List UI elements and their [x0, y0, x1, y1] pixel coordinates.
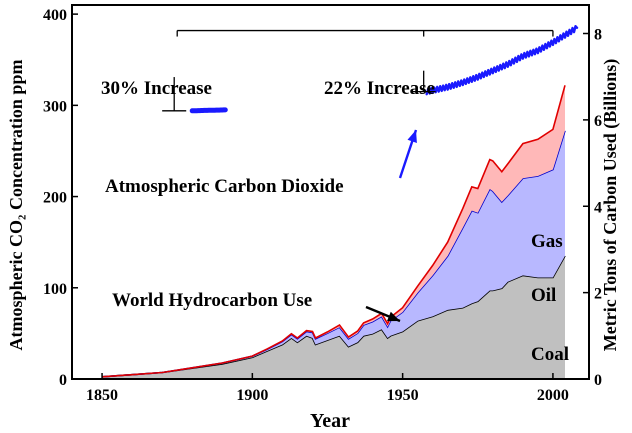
y-left-tick-label-0: 0 [59, 372, 67, 389]
hydrocarbon-arrow-head [387, 311, 400, 322]
x-axis-label: Year [310, 410, 350, 432]
y-right-tick-label-0: 0 [594, 372, 602, 389]
y-axis-right-label: Metric Tons of Carbon Used (Billions) [600, 59, 621, 352]
y-right-tick-label-6: 6 [594, 113, 602, 130]
co2-arrow-head [407, 130, 417, 143]
co2-series-label: Atmospheric Carbon Dioxide [105, 176, 344, 197]
y-right-tick-label-8: 8 [594, 27, 602, 44]
x-tick-label-1850: 1850 [86, 387, 118, 404]
y-axis-left-label: Atmospheric CO₂ Concentration ppm [6, 60, 26, 351]
stack-label-coal: Coal [531, 344, 569, 365]
co2-line-2 [425, 25, 579, 96]
annotation-arrows [365, 129, 418, 323]
increase-2-label: 22% Increase [324, 78, 435, 99]
stacked-area-layer [102, 85, 566, 379]
y-right-tick-label-2: 2 [594, 286, 602, 303]
y-right-tick-label-4: 4 [594, 199, 602, 216]
area-oil [102, 130, 565, 377]
stack-label-oil: Oil [531, 285, 556, 306]
increase-1-label: 30% Increase [101, 78, 212, 99]
x-tick-label-1900: 1900 [236, 387, 268, 404]
x-tick-label-1950: 1950 [387, 387, 419, 404]
y-left-tick-label-200: 200 [43, 190, 67, 207]
axis-ticks: 1850 1900 1950 2000 0 100 200 300 400 0 2 4 6 8 [43, 7, 602, 404]
y-left-tick-label-400: 400 [43, 7, 67, 24]
y-left-tick-label-300: 300 [43, 98, 67, 115]
x-tick-label-2000: 2000 [537, 387, 569, 404]
area-coal [102, 255, 565, 379]
hydrocarbon-label: World Hydrocarbon Use [112, 290, 312, 311]
area-edge-gas [102, 85, 566, 378]
stack-label-gas: Gas [531, 231, 563, 252]
plot-frame [71, 4, 590, 380]
increase-bracket [162, 29, 554, 112]
y-left-tick-label-100: 100 [43, 281, 67, 298]
co2-series-layer [189, 25, 579, 114]
co2-line-1 [189, 107, 228, 114]
